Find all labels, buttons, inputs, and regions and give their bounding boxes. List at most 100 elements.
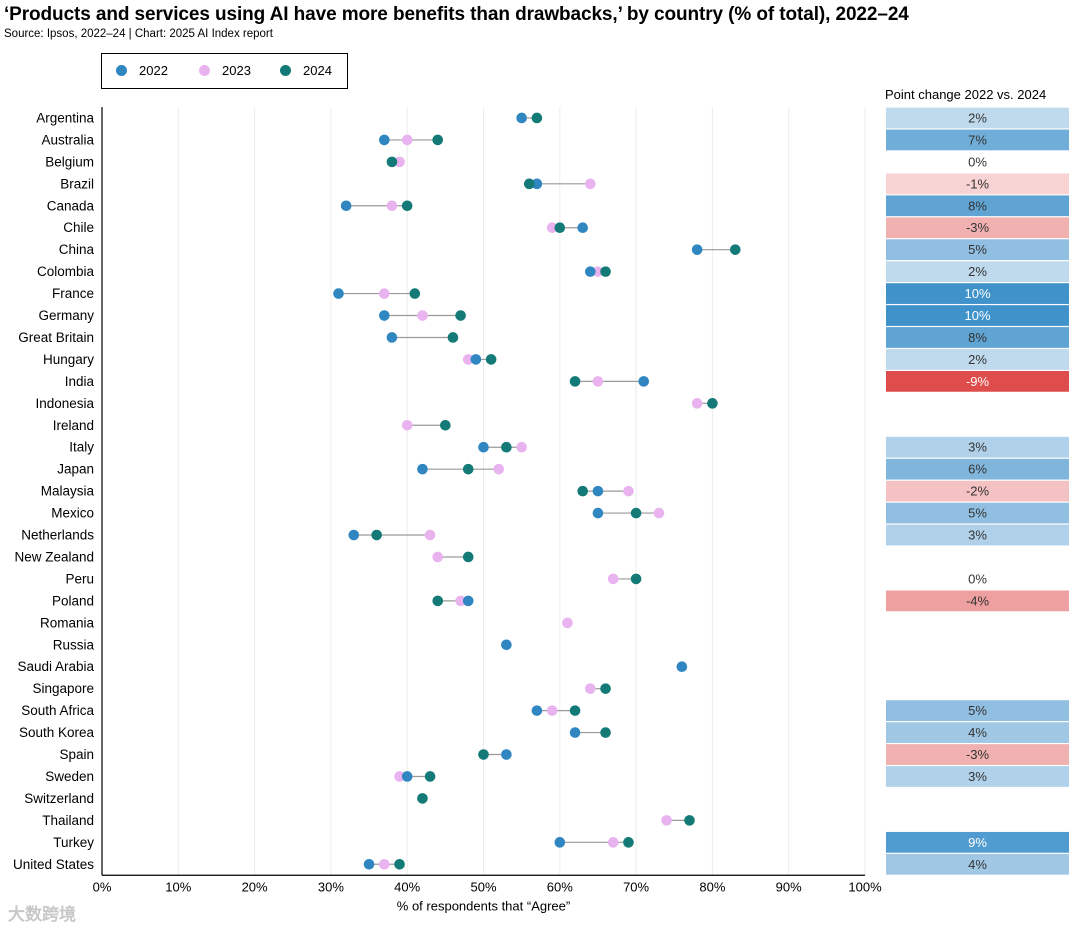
point-2022-germany — [379, 310, 390, 321]
change-cell-hungary — [886, 349, 1069, 370]
change-cell-united-states — [886, 853, 1069, 875]
point-2022-south-africa — [531, 705, 543, 716]
x-axis-label: % of respondents that “Agree” — [397, 898, 570, 913]
point-2024-south-korea — [600, 727, 611, 738]
change-cell-south-africa — [886, 700, 1069, 721]
change-cell-belgium — [886, 151, 1069, 173]
country-label-switzerland: Switzerland — [24, 791, 94, 806]
point-2022-brazil — [531, 178, 543, 190]
point-2024-australia — [432, 134, 444, 146]
change-cell-germany — [886, 305, 1069, 326]
point-2023-australia — [401, 134, 413, 146]
x-tick-label-40: 40% — [394, 879, 420, 894]
point-2023-brazil — [585, 178, 596, 190]
change-label-south-korea: 4% — [968, 725, 987, 740]
point-2024-india — [569, 376, 581, 387]
point-2024-turkey — [623, 837, 634, 848]
legend-marker-2023 — [199, 65, 210, 76]
change-label-germany: 10% — [964, 308, 990, 323]
legend-item-2024: 2024 — [280, 54, 332, 87]
point-2023-indonesia — [691, 398, 703, 409]
point-2022-mexico — [592, 507, 604, 519]
change-label-poland: -4% — [966, 593, 990, 608]
change-cell-south-korea — [886, 722, 1069, 743]
country-label-japan: Japan — [57, 462, 94, 477]
country-label-sweden: Sweden — [45, 769, 94, 784]
chart-subtitle: Source: Ipsos, 2022–24 | Chart: 2025 AI … — [4, 28, 273, 40]
chart-title: ‘Products and services using AI have mor… — [4, 4, 909, 25]
point-2022-south-korea — [569, 727, 581, 738]
point-2024-hungary — [485, 354, 497, 365]
point-2024-poland — [432, 595, 444, 607]
country-label-australia: Australia — [41, 132, 94, 147]
change-cell-australia — [886, 129, 1069, 151]
country-label-netherlands: Netherlands — [21, 528, 94, 543]
point-2022-india — [638, 376, 650, 387]
point-2022-australia — [379, 134, 390, 146]
country-label-india: India — [65, 374, 95, 389]
point-2023-france — [379, 288, 390, 299]
point-2023-malaysia — [623, 485, 634, 497]
country-label-south-africa: South Africa — [21, 703, 94, 718]
point-2024-switzerland — [417, 793, 428, 804]
point-2023-sweden — [394, 771, 405, 782]
change-cell-china — [886, 239, 1069, 261]
legend-marker-2024 — [280, 65, 291, 76]
point-2022-russia — [501, 639, 512, 651]
country-label-united-states: United States — [13, 857, 94, 872]
point-2024-argentina — [531, 112, 543, 124]
country-label-malaysia: Malaysia — [41, 484, 95, 499]
country-label-spain: Spain — [59, 747, 94, 762]
point-2023-south-africa — [546, 705, 558, 716]
x-tick-label-100: 100% — [848, 879, 882, 894]
point-2023-belgium — [394, 156, 405, 168]
country-label-ireland: Ireland — [53, 418, 94, 433]
point-2024-south-africa — [569, 705, 581, 716]
country-label-turkey: Turkey — [53, 835, 94, 850]
point-2023-thailand — [661, 815, 672, 826]
point-2022-poland — [462, 595, 474, 607]
point-2023-italy — [516, 441, 527, 453]
country-label-peru: Peru — [65, 571, 94, 586]
country-label-great-britain: Great Britain — [18, 330, 94, 345]
country-label-belgium: Belgium — [45, 154, 94, 169]
change-label-argentina: 2% — [968, 110, 987, 125]
change-label-italy: 3% — [968, 440, 987, 455]
country-label-south-korea: South Korea — [19, 725, 95, 740]
change-label-australia: 7% — [968, 132, 987, 147]
x-tick-label-0: 0% — [93, 879, 112, 894]
point-2022-united-states — [363, 858, 375, 870]
change-cell-chile — [886, 217, 1069, 239]
point-2022-sweden — [401, 771, 413, 782]
change-cell-spain — [886, 744, 1069, 765]
point-2024-colombia — [600, 266, 611, 277]
change-cell-turkey — [886, 831, 1069, 853]
point-2022-hungary — [470, 354, 482, 365]
point-2024-netherlands — [371, 529, 382, 541]
point-2023-chile — [546, 222, 558, 234]
x-tick-label-50: 50% — [470, 879, 496, 894]
legend-label-2023: 2023 — [222, 63, 251, 78]
point-2024-new-zealand — [462, 551, 474, 563]
x-tick-label-90: 90% — [776, 879, 802, 894]
point-2023-peru — [607, 573, 619, 585]
point-2022-italy — [478, 441, 489, 453]
change-cell-italy — [886, 436, 1069, 458]
country-label-china: China — [59, 242, 95, 257]
point-2022-netherlands — [348, 529, 360, 541]
change-cell-canada — [886, 195, 1069, 217]
point-2023-poland — [455, 595, 466, 607]
point-2023-india — [592, 376, 604, 387]
point-2024-peru — [630, 573, 642, 585]
change-label-china: 5% — [968, 242, 987, 257]
country-label-brazil: Brazil — [60, 176, 94, 191]
point-2022-chile — [577, 222, 588, 234]
change-label-hungary: 2% — [968, 352, 987, 367]
point-2022-france — [333, 288, 344, 299]
country-label-saudi-arabia: Saudi Arabia — [17, 659, 94, 674]
change-label-canada: 8% — [968, 198, 987, 213]
point-2023-new-zealand — [432, 551, 444, 563]
legend: 2022 2023 2024 — [101, 53, 348, 89]
change-label-great-britain: 8% — [968, 330, 987, 345]
country-label-argentina: Argentina — [36, 110, 94, 125]
